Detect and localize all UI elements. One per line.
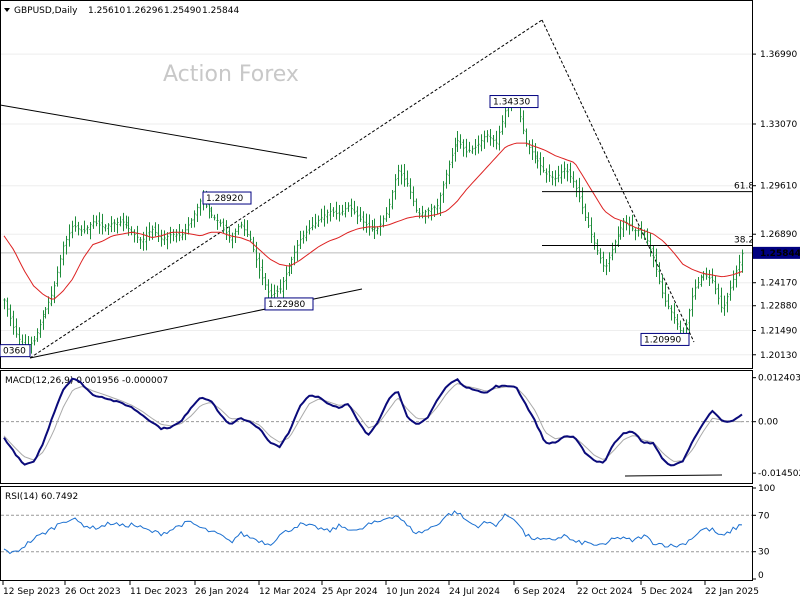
ohlc-close: 1.25844 bbox=[202, 6, 239, 16]
price-label-text: 1.34330 bbox=[493, 98, 530, 108]
macd-tick-label: 0.012403 bbox=[758, 374, 800, 384]
rsi-title: RSI(14) 60.7492 bbox=[5, 492, 78, 502]
price-title: GBPUSD,Daily bbox=[14, 6, 78, 16]
macd-title: MACD(12,26,9) 0.001956 -0.000007 bbox=[5, 376, 168, 386]
macd-panel bbox=[0, 370, 753, 484]
price-label-text: 1.20990 bbox=[644, 335, 681, 345]
current-price-badge bbox=[753, 246, 800, 259]
x-tick-label: 5 Dec 2024 bbox=[641, 587, 693, 597]
x-tick-label: 22 Oct 2024 bbox=[577, 587, 633, 597]
price-tick-label: 1.36990 bbox=[760, 50, 797, 60]
x-tick-label: 25 Apr 2024 bbox=[322, 587, 378, 597]
price-label-text: 1.28920 bbox=[206, 194, 243, 204]
price-label-box bbox=[0, 344, 31, 358]
price-label-text: 1.22980 bbox=[268, 300, 305, 310]
price-label-box bbox=[202, 191, 252, 205]
price-tick-label: 1.29610 bbox=[760, 182, 797, 192]
rally-dotted-line bbox=[29, 19, 543, 359]
axis-background bbox=[753, 0, 800, 600]
price-tick-label: 1.24170 bbox=[760, 279, 797, 289]
price-tick-label: 1.20130 bbox=[760, 351, 797, 361]
price-label-text: 0360 bbox=[3, 347, 26, 357]
watermark: Action Forex bbox=[163, 62, 299, 87]
price-tick-label: 1.26890 bbox=[760, 230, 797, 240]
price-tick-label: 1.22880 bbox=[760, 302, 797, 312]
price-tick-label: 1.33070 bbox=[760, 120, 797, 130]
ohlc-high: 1.26296 bbox=[126, 6, 163, 16]
rsi-tick-label: 0 bbox=[758, 571, 764, 581]
x-tick-label: 26 Jan 2024 bbox=[195, 587, 249, 597]
macd-line bbox=[3, 377, 743, 467]
x-tick-label: 11 Dec 2023 bbox=[130, 587, 188, 597]
price-panel bbox=[0, 0, 753, 369]
candles bbox=[3, 95, 744, 355]
fib-level-label: 38.2 bbox=[734, 235, 754, 245]
price-label-box bbox=[640, 332, 690, 346]
fib-level-label: 61.8 bbox=[734, 182, 754, 192]
ohlc-low: 1.25490 bbox=[164, 6, 201, 16]
x-tick-label: 12 Sep 2023 bbox=[3, 587, 60, 597]
rsi-line bbox=[3, 510, 743, 555]
x-tick-label: 12 Mar 2024 bbox=[259, 587, 316, 597]
rsi-panel bbox=[0, 486, 753, 581]
upper-trendline bbox=[0, 104, 308, 159]
price-label-box bbox=[489, 95, 539, 109]
dropdown-triangle-icon[interactable] bbox=[4, 8, 10, 12]
x-tick-label: 24 Jul 2024 bbox=[449, 587, 500, 597]
rsi-tick-label: 30 bbox=[758, 548, 770, 558]
ohlc-open: 1.25610 bbox=[88, 6, 125, 16]
macd-tick-label: -0.014502 bbox=[758, 469, 800, 479]
decline-dotted-line bbox=[541, 19, 695, 343]
x-tick-label: 6 Sep 2024 bbox=[514, 587, 566, 597]
macd-signal-line bbox=[3, 383, 743, 462]
x-tick-label: 22 Jan 2025 bbox=[705, 587, 759, 597]
rsi-tick-label: 70 bbox=[758, 511, 770, 521]
price-label-box bbox=[264, 297, 314, 311]
macd-divergence-line bbox=[624, 474, 723, 477]
macd-tick-label: 0.00 bbox=[758, 418, 778, 428]
moving-average-line bbox=[3, 142, 743, 300]
x-tick-label: 26 Oct 2023 bbox=[65, 587, 121, 597]
rsi-tick-label: 100 bbox=[758, 484, 775, 494]
current-price-label: 1.25844 bbox=[760, 249, 800, 259]
x-tick-label: 10 Jun 2024 bbox=[386, 587, 440, 597]
price-tick-label: 1.21490 bbox=[760, 327, 797, 337]
